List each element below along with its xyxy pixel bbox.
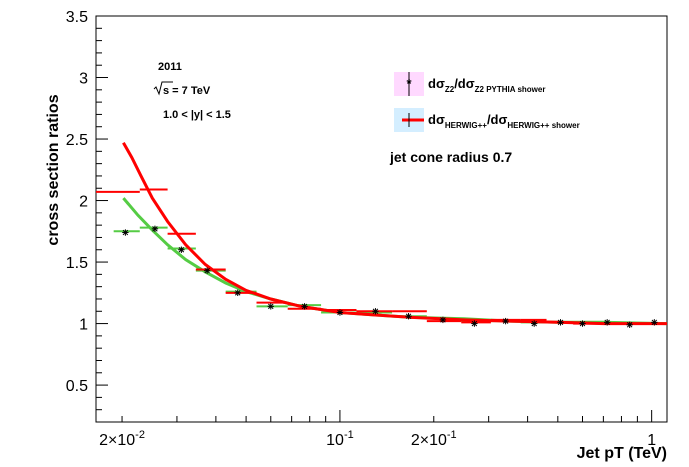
x-tick-label: 1 [647,432,656,449]
point-stroke [152,226,158,232]
data-point [579,320,586,327]
point-stroke [268,303,274,310]
point-stroke [440,317,446,323]
tick-labels: 0.5 1 1.5 2 2.5 3 3.5 2×10-2 10-1 2×10-1 1 [66,9,656,449]
y-tick-label: 2 [79,194,88,211]
x-axis-title: Jet pT (TeV) [577,445,667,462]
point-stroke [337,309,343,316]
data-point [651,319,658,326]
legend: * dσZ2/dσZ2 PYTHIA shower dσHERWIG++/dσH… [394,72,580,132]
cone-annotation: jet cone radius 0.7 [389,149,512,165]
y-tick-label: 3.5 [66,9,88,26]
data-point [471,320,478,327]
point-stroke [405,313,412,319]
point-stroke [651,319,658,326]
y-tick-label: 1 [79,317,88,334]
point-stroke [372,308,379,315]
black-points-layer [122,225,658,329]
data-point [234,289,241,297]
point-stroke [557,319,564,326]
legend-entry-pythia: * dσZ2/dσZ2 PYTHIA shower [394,72,545,96]
point-stroke [204,267,210,274]
data-point [502,317,509,325]
x-tick-label: 2×10-2 [99,429,145,449]
data-point [336,309,344,316]
plot-frame [95,15,668,423]
x-tick-label: 2×10-1 [411,429,457,449]
red-fit-curve [122,141,667,326]
y-tick-label: 2.5 [66,132,88,149]
red-series-layer [96,141,667,326]
point-stroke [471,320,478,327]
y-tick-label: 0.5 [66,378,88,395]
data-point [405,312,412,320]
legend-entry-herwig: dσHERWIG++/dσHERWIG++ shower [394,108,580,132]
point-stroke [234,290,241,296]
point-stroke [604,319,610,326]
point-stroke [122,229,129,236]
rapidity-annotation: 1.0 < |y| < 1.5 [163,109,231,121]
point-stroke [579,320,586,327]
sqrt-s-annotation: s = 7 TeV [153,81,211,97]
y-tick-label: 1.5 [66,255,88,272]
data-point [626,321,633,329]
data-point [301,303,308,310]
point-stroke [531,320,537,327]
legend-marker-pythia: * [406,76,412,91]
data-point [439,316,447,324]
data-point [603,319,611,326]
point-stroke [626,322,633,328]
point-stroke [301,303,308,310]
sqrt-symbol [153,81,173,96]
legend-label-herwig: dσHERWIG++/dσHERWIG++ shower [428,112,580,130]
axis-ticks [96,15,653,422]
data-point [122,229,129,236]
sqrt-s-text: s = 7 TeV [163,85,211,97]
data-point [267,303,274,310]
year-annotation: 2011 [158,61,182,73]
data-point [531,320,538,327]
point-stroke [502,318,509,324]
data-point [203,267,211,274]
data-point [372,308,379,315]
x-tick-label: 10-1 [326,429,354,449]
point-stroke [178,247,185,253]
legend-label-pythia: dσZ2/dσZ2 PYTHIA shower [428,76,545,94]
y-tick-label: 3 [79,71,88,88]
data-point [151,225,159,233]
data-point [557,319,564,326]
y-axis-title: cross section ratios [45,94,62,245]
data-point [178,246,185,253]
